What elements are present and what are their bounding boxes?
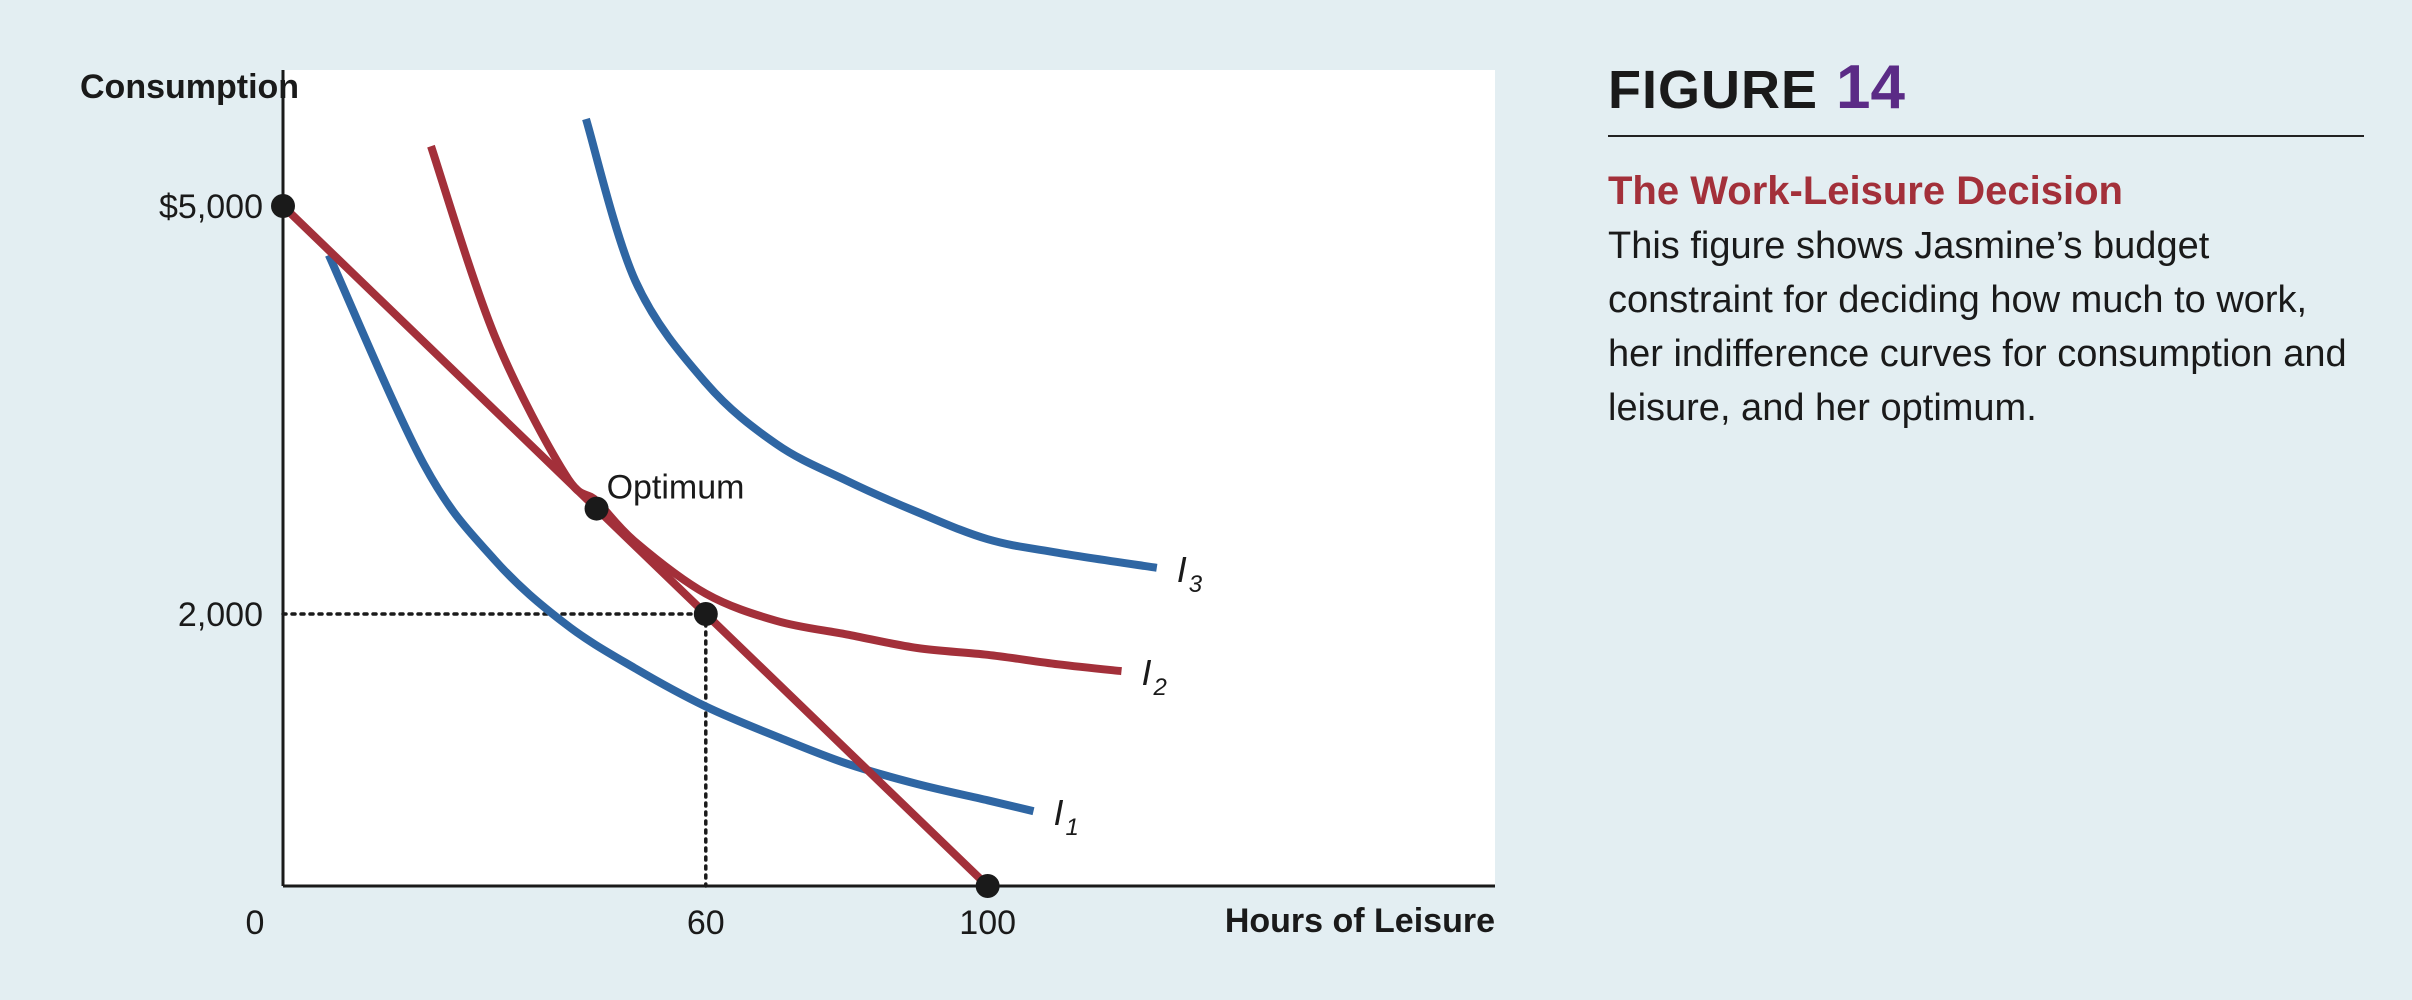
indifference-curve-i3 xyxy=(582,117,1158,572)
x-axis-label: Hours of Leisure xyxy=(1225,902,1495,940)
indifference-curve-i2 xyxy=(427,144,1122,676)
curve-label-i3: I3 xyxy=(1177,549,1203,598)
data-point-1 xyxy=(271,194,295,218)
y-tick-label-5000: $5,000 xyxy=(159,188,263,226)
x-tick-label-60: 60 xyxy=(687,904,725,942)
indifference-curves: I1 I2 I3 xyxy=(325,117,1203,841)
data-points: Optimum xyxy=(271,194,1000,898)
tick-labels: 0 60 100 $5,000 2,000 xyxy=(159,188,1016,942)
axes: Consumption Hours of Leisure xyxy=(80,68,1495,940)
curve-label-i2: I2 xyxy=(1142,652,1167,701)
data-point-4 xyxy=(975,874,1000,898)
figure-description: This figure shows Jasmine’s budget const… xyxy=(1608,225,2347,429)
budget-constraint xyxy=(280,203,991,889)
y-axis-label: Consumption xyxy=(80,68,299,106)
figure-title: The Work-Leisure Decision xyxy=(1608,169,2123,213)
plot-area xyxy=(283,70,1495,886)
figure-label: FIGURE xyxy=(1608,60,1819,120)
budget-line xyxy=(280,203,991,889)
curve-label-i1: I1 xyxy=(1053,792,1078,841)
figure-number: 14 xyxy=(1836,53,1905,122)
figure-heading: FIGURE 14 xyxy=(1608,52,2364,137)
figure-caption: FIGURE 14 The Work-Leisure Decision This… xyxy=(1608,52,2364,435)
indifference-curve-i1 xyxy=(325,253,1035,816)
reference-lines xyxy=(281,612,708,888)
x-tick-label-100: 100 xyxy=(959,904,1016,942)
data-point-3 xyxy=(693,602,718,626)
optimum-point xyxy=(584,496,609,521)
work-leisure-chart: I1 I2 I3 Consumption Hours of Leisure 0 60 1… xyxy=(80,68,1495,942)
y-tick-label-2000: 2,000 xyxy=(178,596,263,634)
optimum-label: Optimum xyxy=(607,469,745,507)
x-tick-label-0: 0 xyxy=(246,904,265,942)
